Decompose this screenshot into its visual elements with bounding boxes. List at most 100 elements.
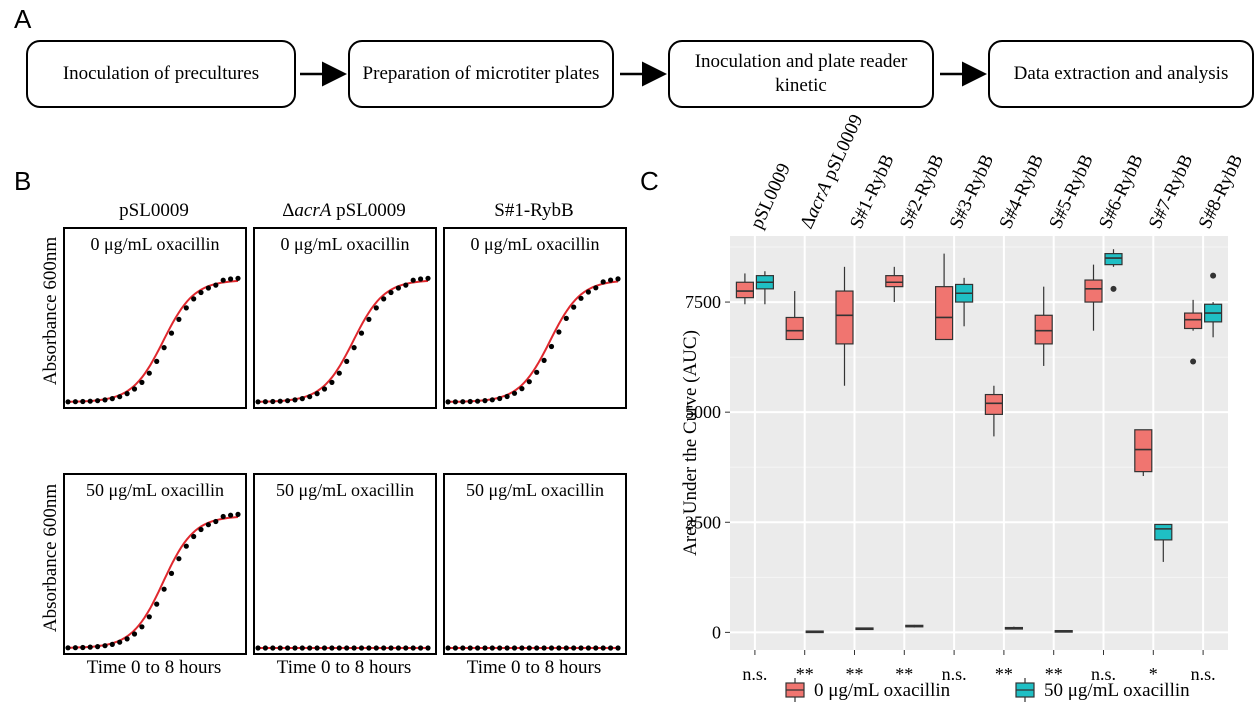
data-point (139, 624, 145, 630)
data-point (146, 614, 152, 620)
data-point (418, 645, 424, 651)
data-point (161, 586, 167, 592)
data-point (292, 397, 298, 403)
data-point (571, 645, 577, 651)
data-point (403, 645, 409, 651)
data-point (154, 358, 160, 364)
condition-label: 0 μg/mL oxacillin (91, 234, 220, 254)
growth-xlabel-1: Time 0 to 8 hours (276, 657, 412, 678)
data-point (585, 289, 592, 295)
data-point (388, 645, 394, 651)
growth-curves: 0 μg/mL oxacillin 0 μg/mL oxacillin 0 μg/m… (63, 227, 627, 655)
box-0-8 (1134, 429, 1153, 477)
box-1-8 (1154, 523, 1173, 562)
data-point (534, 369, 540, 375)
legend-item-1: 50 μg/mL oxacillin (1015, 678, 1190, 702)
data-point (460, 645, 466, 651)
box-0-6 (1034, 286, 1053, 366)
data-point (277, 398, 283, 404)
category-label: S#8-RybB (1195, 151, 1248, 232)
data-point (191, 533, 197, 540)
data-point (65, 645, 71, 651)
data-point (95, 644, 101, 650)
data-point (519, 386, 525, 392)
data-point (548, 343, 555, 350)
significance-label: ** (995, 664, 1013, 684)
data-point (395, 285, 401, 291)
box-0-7 (1084, 264, 1103, 331)
data-point (198, 289, 204, 296)
strain-title-1: ΔacrA pSL0009 (282, 200, 406, 221)
box-body (785, 316, 804, 341)
data-point (425, 645, 431, 651)
data-point (489, 645, 495, 651)
growth-panel-frame (443, 227, 627, 409)
data-point (410, 277, 416, 283)
data-point (548, 645, 555, 651)
category-label: S#4-RybB (995, 151, 1048, 232)
data-point (608, 645, 614, 651)
data-point (213, 282, 219, 288)
data-point (519, 645, 525, 651)
legend-item-0: 0 μg/mL oxacillin (785, 678, 951, 702)
data-point (87, 398, 93, 404)
box-1-3 (905, 624, 924, 628)
data-point (124, 391, 130, 397)
box-body (1183, 312, 1203, 330)
data-point (228, 276, 234, 282)
condition-label: 50 μg/mL oxacillin (276, 480, 414, 500)
data-point (314, 391, 320, 397)
workflow-step-plate-reader: Inoculation and plate reader kinetic (668, 40, 934, 108)
panel-label-b: B (14, 166, 32, 196)
data-point (183, 543, 189, 549)
data-point (526, 379, 532, 385)
category-label: S#2-RybB (896, 151, 949, 232)
y-tick-label: 5000 (685, 402, 721, 422)
data-point (80, 644, 86, 651)
data-point (213, 518, 219, 525)
data-point (285, 645, 291, 651)
data-point (452, 399, 458, 405)
data-point (381, 645, 387, 651)
data-point (220, 277, 226, 283)
data-point (336, 645, 342, 651)
growth-panel-frame (253, 473, 437, 655)
growth-panel-1-2: 50 μg/mL oxacillin (443, 473, 627, 655)
box-1-9 (1203, 272, 1223, 338)
strain-title-0: pSL0009 (119, 200, 189, 221)
workflow-step-analysis: Data extraction and analysis (988, 40, 1254, 108)
data-point (600, 279, 606, 285)
category-label: pSL0009 (746, 160, 794, 232)
data-point (511, 390, 518, 396)
data-point (373, 305, 379, 311)
condition-label: 50 μg/mL oxacillin (86, 480, 224, 500)
data-point (102, 397, 108, 403)
data-point (373, 645, 379, 651)
outlier-point (1110, 285, 1117, 292)
data-point (299, 396, 305, 402)
growth-xlabel-0: Time 0 to 8 hours (86, 657, 222, 678)
data-point (299, 645, 305, 651)
data-point (117, 639, 123, 645)
data-point (285, 398, 291, 404)
data-point (585, 645, 592, 651)
data-point (176, 316, 182, 322)
strain-title-2: S#1-RybB (494, 200, 574, 221)
significance-label: n.s. (1191, 664, 1216, 684)
data-point (460, 399, 466, 405)
box-1-1 (805, 630, 824, 634)
data-point (65, 399, 71, 405)
category-label: S#7-RybB (1145, 151, 1198, 232)
data-point (344, 358, 350, 364)
data-point (228, 512, 234, 518)
auc-boxplot: 0 2500 5000 7500 Area Under the Curve (AUC) p… (680, 111, 1248, 702)
data-point (270, 645, 276, 651)
data-point (307, 394, 313, 400)
data-point (270, 398, 276, 405)
data-point (109, 396, 115, 402)
box-0-1 (785, 291, 804, 341)
data-point (168, 330, 175, 336)
legend-label: 0 μg/mL oxacillin (814, 680, 951, 701)
data-point (351, 345, 357, 351)
data-point (321, 645, 328, 651)
